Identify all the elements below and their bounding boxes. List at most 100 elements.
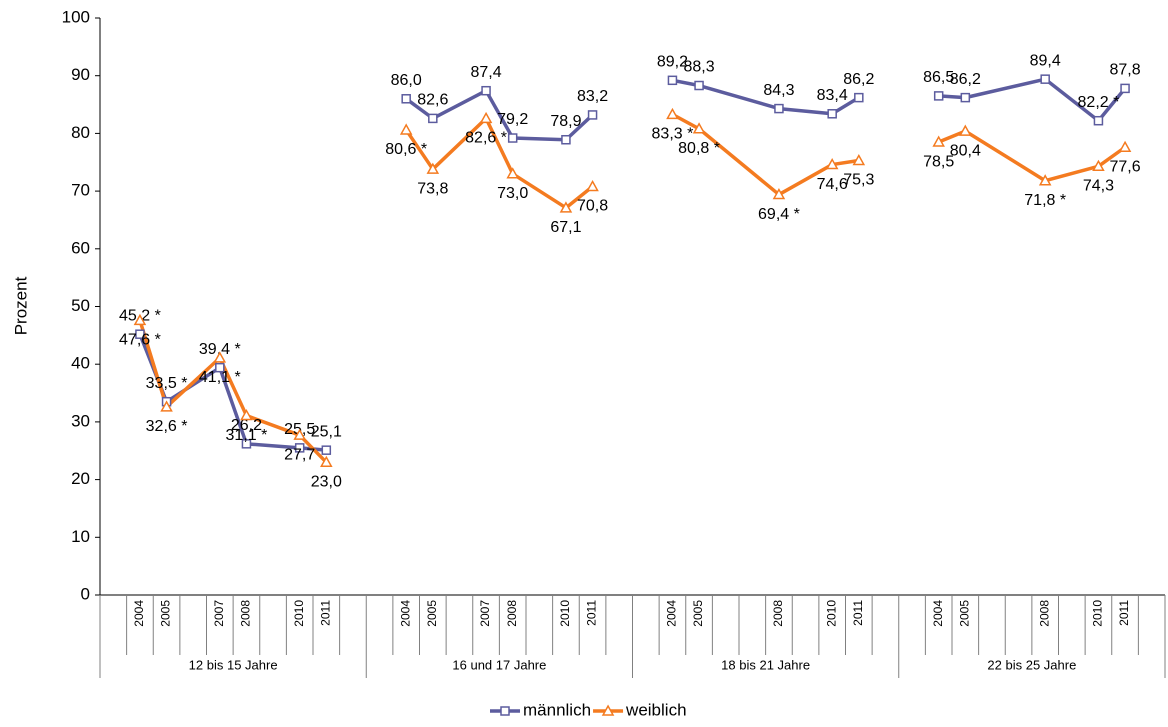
value-label: 23,0 — [311, 474, 342, 491]
x-tick-label: 2007 — [212, 600, 226, 627]
x-tick-label: 2004 — [132, 600, 146, 627]
group-label: 12 bis 15 Jahre — [189, 657, 278, 672]
x-tick-label: 2011 — [585, 600, 599, 626]
value-label: 39,4 * — [199, 341, 241, 358]
x-tick-label: 2011 — [318, 600, 332, 626]
x-tick-label: 2008 — [239, 600, 253, 627]
marker — [774, 103, 784, 114]
value-label: 89,4 — [1030, 52, 1061, 69]
value-label: 83,2 — [577, 88, 608, 105]
x-tick-label: 2010 — [1091, 600, 1105, 627]
value-label: 27,7 — [284, 446, 315, 463]
marker — [1118, 140, 1132, 152]
y-tick-label: 50 — [71, 296, 90, 315]
x-tick-label: 2004 — [665, 600, 679, 627]
value-label: 73,8 — [417, 180, 448, 197]
value-label: 86,2 — [950, 71, 981, 88]
marker — [213, 351, 227, 363]
marker — [1093, 115, 1104, 126]
marker — [825, 158, 839, 170]
marker — [601, 704, 615, 716]
value-label: 74,3 — [1083, 178, 1114, 195]
y-tick-label: 100 — [62, 7, 90, 26]
value-label: 88,3 — [683, 59, 714, 76]
legend-item: weiblich — [593, 700, 687, 719]
value-label: 87,4 — [470, 64, 501, 81]
x-tick-label: 2004 — [931, 600, 945, 627]
marker — [561, 134, 571, 145]
marker — [401, 94, 411, 104]
legend-label: männlich — [523, 700, 591, 719]
x-tick-label: 2008 — [1037, 600, 1051, 627]
marker — [241, 439, 252, 449]
value-label: 41,1 * — [199, 369, 241, 386]
marker — [399, 123, 413, 135]
x-tick-label: 2007 — [478, 600, 492, 627]
x-tick-label: 2011 — [1117, 600, 1131, 626]
value-label: 86,0 — [391, 72, 422, 89]
marker — [293, 428, 306, 440]
value-label: 32,6 * — [146, 418, 188, 435]
value-label: 69,4 * — [758, 206, 800, 223]
marker — [133, 313, 147, 326]
marker — [135, 329, 145, 339]
value-label: 67,1 — [550, 219, 581, 236]
value-label: 80,8 * — [678, 140, 720, 157]
x-tick-label: 2005 — [159, 600, 173, 627]
marker — [479, 111, 493, 124]
marker — [160, 400, 173, 412]
marker — [772, 188, 786, 200]
marker — [1092, 159, 1105, 172]
marker — [481, 85, 491, 96]
marker — [827, 109, 837, 119]
value-label: 78,9 — [550, 113, 581, 130]
marker — [321, 445, 332, 455]
marker — [428, 113, 438, 124]
value-label: 31,1 * — [226, 427, 268, 444]
y-tick-label: 20 — [71, 469, 90, 488]
marker — [240, 409, 253, 421]
y-tick-label: 10 — [71, 527, 90, 546]
group-label: 16 und 17 Jahre — [452, 657, 546, 672]
value-label: 82,2 * — [1078, 94, 1120, 111]
legend-item: männlich — [490, 700, 591, 719]
value-label: 25,1 — [311, 423, 342, 440]
marker — [507, 133, 518, 143]
marker — [666, 107, 679, 120]
marker — [1120, 83, 1130, 94]
x-tick-label: 2005 — [957, 600, 971, 627]
value-label: 33,5 * — [146, 375, 188, 392]
value-label: 86,5 — [923, 69, 954, 86]
value-label: 82,6 — [417, 92, 448, 109]
x-tick-label: 2011 — [851, 600, 865, 626]
x-tick-label: 2008 — [771, 600, 785, 627]
value-label: 89,2 — [657, 54, 688, 71]
marker — [692, 122, 706, 134]
group-label: 22 bis 25 Jahre — [987, 657, 1076, 672]
x-tick-label: 2010 — [824, 600, 838, 627]
marker — [586, 179, 599, 192]
value-label: 82,6 * — [465, 130, 507, 147]
value-label: 77,6 — [1109, 158, 1140, 175]
value-label: 80,6 * — [385, 141, 427, 158]
marker — [500, 706, 510, 716]
y-tick-label: 0 — [81, 584, 90, 603]
marker — [960, 92, 971, 103]
y-tick-label: 40 — [71, 354, 90, 373]
marker — [852, 153, 866, 166]
x-tick-label: 2005 — [691, 600, 705, 627]
marker — [559, 201, 573, 213]
marker — [932, 135, 945, 147]
marker — [667, 75, 678, 86]
x-tick-label: 2004 — [398, 600, 412, 627]
marker — [587, 110, 598, 120]
value-label: 79,2 — [497, 111, 528, 128]
value-label: 70,8 — [577, 198, 608, 215]
value-label: 74,6 — [817, 176, 848, 193]
marker — [506, 167, 519, 179]
x-tick-label: 2010 — [292, 600, 306, 627]
value-label: 84,3 — [763, 82, 794, 99]
value-label: 47,6 * — [119, 332, 161, 349]
x-tick-label: 2005 — [425, 600, 439, 627]
legend-label: weiblich — [625, 700, 686, 719]
